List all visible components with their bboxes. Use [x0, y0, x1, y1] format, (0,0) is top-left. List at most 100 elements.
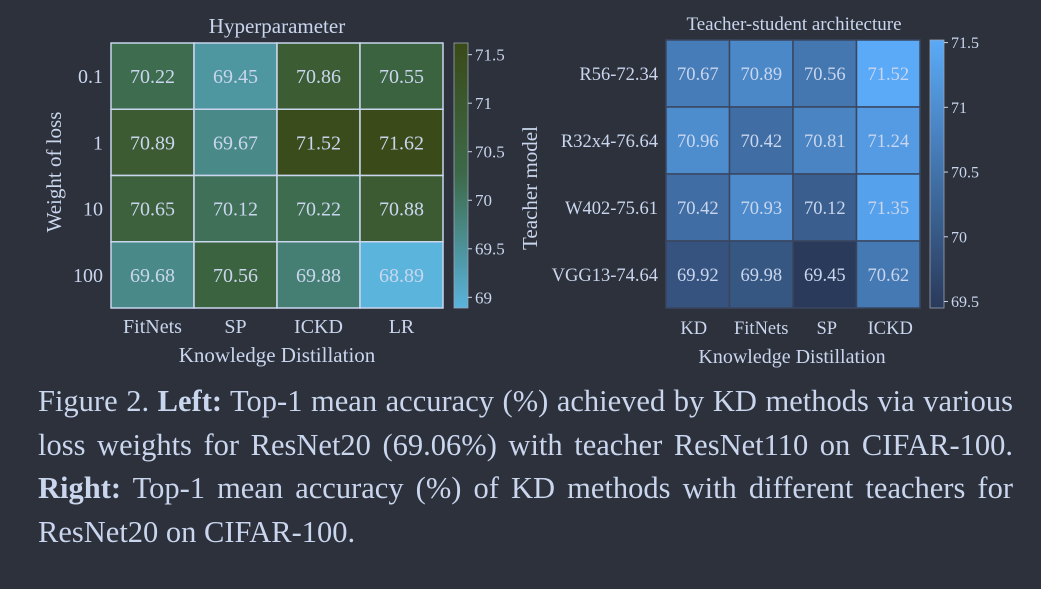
left-cell — [110, 241, 195, 309]
left-cell-value: 70.22 — [296, 199, 341, 221]
left-colorbar-tick-label: 70 — [475, 191, 492, 210]
figure-caption: Figure 2. Left: Top-1 mean accuracy (%) … — [38, 380, 1013, 554]
left-heatmap-cells: 70.22 69.45 70.86 70.55 70.89 69.67 71.52 71.62… — [110, 42, 444, 309]
right-colorbar-tick-label: 70 — [951, 229, 967, 246]
right-cell — [792, 106, 858, 175]
left-colorbar-label: Teacher model — [518, 126, 542, 250]
right-colorbar-gradient — [929, 39, 945, 309]
right-cell-value: 70.62 — [867, 266, 909, 286]
left-x-tick-label: SP — [224, 316, 246, 338]
caption-right-label: Right: — [38, 471, 122, 505]
right-cell — [728, 240, 794, 309]
right-cell-value: 70.93 — [740, 199, 782, 219]
left-x-tick-label: ICKD — [294, 316, 343, 338]
right-cell-value: 69.45 — [804, 266, 846, 286]
right-y-tick-label: W402-75.61 — [565, 199, 658, 219]
left-cell — [359, 241, 444, 309]
left-y-tick-label: 0.1 — [78, 66, 103, 88]
right-cell — [728, 173, 794, 242]
left-x-tick-labels: FitNets SP ICKD LR — [123, 316, 415, 338]
right-cell-value: 71.52 — [867, 65, 909, 85]
right-x-tick-label: FitNets — [734, 319, 788, 339]
caption-left-label: Left: — [157, 384, 223, 418]
right-x-tick-label: KD — [680, 319, 707, 339]
left-colorbar-tick-label: 70.5 — [475, 143, 505, 162]
left-colorbar: 71.5 71 70.5 70 69.5 69 — [453, 42, 505, 309]
left-x-axis-label: Knowledge Distillation — [179, 343, 376, 367]
left-colorbar-gradient — [453, 42, 469, 309]
right-cell — [855, 240, 921, 309]
caption-left-text: Top-1 mean accuracy (%) achieved by KD m… — [38, 384, 1014, 462]
left-cell — [193, 42, 278, 110]
right-cell-value: 69.92 — [677, 266, 719, 286]
left-cell — [193, 108, 278, 177]
right-cell — [665, 240, 731, 309]
right-cell-value: 69.98 — [740, 266, 782, 286]
right-colorbar-tick-label: 71 — [951, 100, 967, 117]
right-cell-value: 70.81 — [804, 132, 846, 152]
left-heatmap: Hyperparameter 70.22 69.45 70.86 70.55 70.89… — [42, 14, 542, 367]
left-cell-value: 71.52 — [296, 132, 341, 154]
right-y-tick-label: VGG13-74.64 — [552, 266, 658, 286]
left-cell — [110, 42, 195, 110]
left-y-axis-label: Weight of loss — [42, 112, 66, 233]
left-colorbar-tick-label: 71 — [475, 94, 492, 113]
left-colorbar-tick-label: 69.5 — [475, 240, 505, 259]
right-cell — [792, 173, 858, 242]
right-cell-value: 71.35 — [867, 199, 909, 219]
left-cell — [359, 174, 444, 243]
left-x-tick-label: LR — [389, 316, 415, 338]
right-x-axis-label: Knowledge Distillation — [698, 346, 885, 368]
left-cell-value: 70.12 — [213, 199, 258, 221]
left-colorbar-tick-label: 71.5 — [475, 46, 505, 65]
right-cell-value: 70.42 — [677, 199, 719, 219]
right-chart-title: Teacher-student architecture — [686, 14, 901, 35]
left-x-tick-label: FitNets — [123, 316, 182, 338]
left-cell-value: 68.89 — [379, 265, 424, 287]
right-cell-value: 70.12 — [804, 199, 846, 219]
right-x-tick-label: SP — [816, 319, 837, 339]
left-cell — [359, 42, 444, 110]
left-cell — [359, 108, 444, 177]
right-heatmap: Teacher-student architecture 70.67 70.89 7… — [552, 14, 979, 368]
left-cell-value: 69.88 — [296, 265, 341, 287]
left-cell-value: 70.89 — [130, 132, 175, 154]
left-cell-value: 70.55 — [379, 66, 424, 88]
right-cell — [855, 173, 921, 242]
caption-right-text: Top-1 mean accuracy (%) of KD methods wi… — [38, 471, 1013, 549]
left-chart-title: Hyperparameter — [209, 14, 345, 38]
right-x-tick-label: ICKD — [868, 319, 913, 339]
right-cell-value: 70.42 — [740, 132, 782, 152]
left-cell-value: 70.86 — [296, 66, 341, 88]
left-cell — [276, 42, 361, 110]
left-cell-value: 70.22 — [130, 66, 175, 88]
left-cell-value: 71.62 — [379, 132, 424, 154]
right-cell-value: 70.89 — [740, 65, 782, 85]
right-cell — [665, 106, 731, 175]
right-cell-value: 71.24 — [867, 132, 909, 152]
left-cell-value: 69.67 — [213, 132, 258, 154]
right-cell-value: 70.56 — [804, 65, 846, 85]
right-cell — [665, 39, 731, 108]
left-y-tick-labels: 0.1 1 10 100 — [73, 66, 103, 287]
right-cell — [728, 39, 794, 108]
right-cell — [855, 106, 921, 175]
left-y-tick-label: 1 — [93, 132, 103, 154]
figure-heatmaps: Hyperparameter 70.22 69.45 70.86 70.55 70.89… — [42, 14, 979, 368]
left-cell-value: 69.68 — [130, 265, 175, 287]
left-cell-value: 69.45 — [213, 66, 258, 88]
right-colorbar-tick-label: 70.5 — [951, 165, 979, 182]
left-cell-value: 70.65 — [130, 199, 175, 221]
caption-figure-label: Figure 2. — [38, 384, 150, 418]
right-y-tick-label: R56-72.34 — [579, 65, 658, 85]
right-colorbar-tick-label: 71.5 — [951, 35, 979, 52]
left-cell-value: 70.88 — [379, 199, 424, 221]
right-cell-value: 70.67 — [677, 65, 719, 85]
left-y-tick-label: 100 — [73, 265, 103, 287]
left-colorbar-tick-label: 69 — [475, 288, 492, 307]
left-cell-value: 70.56 — [213, 265, 258, 287]
right-y-tick-labels: R56-72.34 R32x4-76.64 W402-75.61 VGG13-74.6… — [552, 65, 658, 286]
right-y-tick-label: R32x4-76.64 — [561, 132, 658, 152]
right-cell-value: 70.96 — [677, 132, 719, 152]
right-heatmap-cells: 70.67 70.89 70.56 71.52 70.96 70.42 70.81 71.24… — [665, 39, 921, 309]
